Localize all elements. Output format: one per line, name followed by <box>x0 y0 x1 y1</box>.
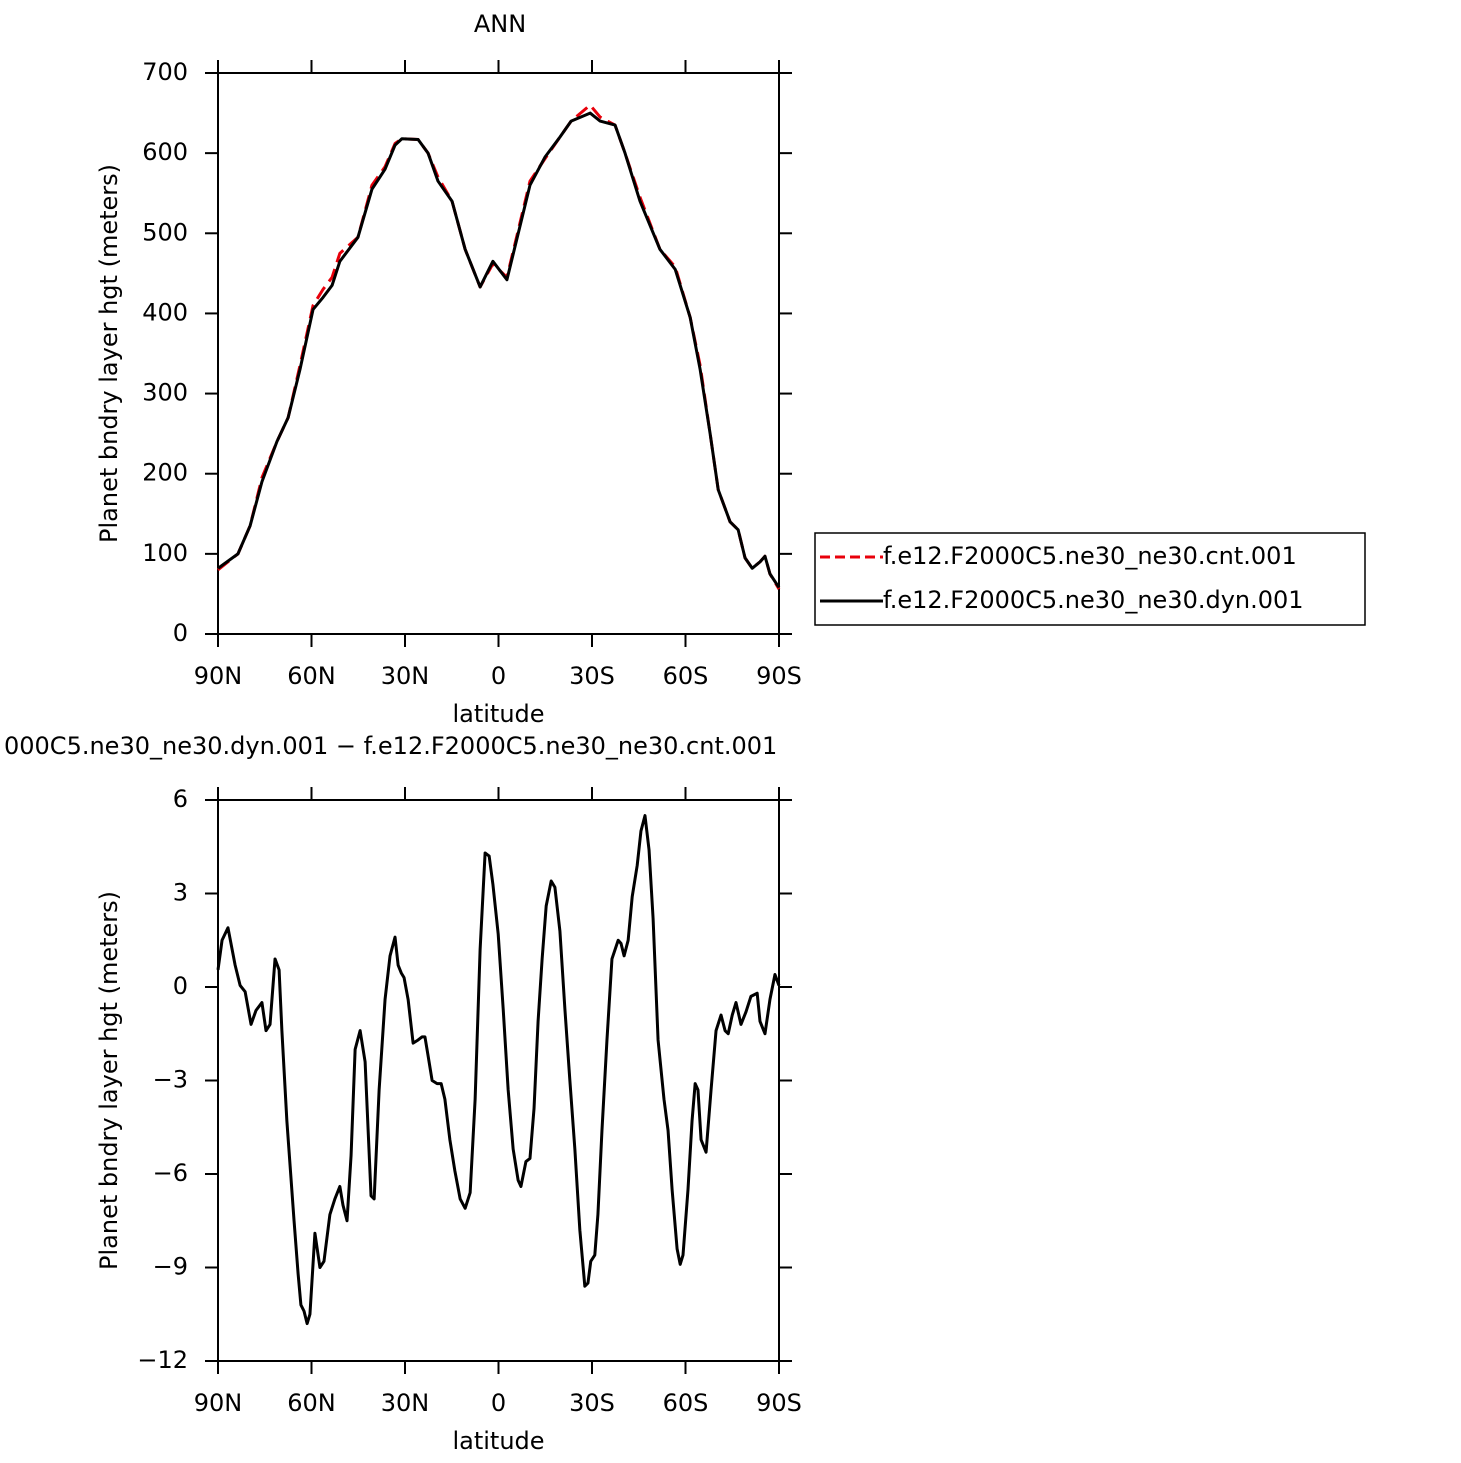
x-tick-label: 60S <box>663 1389 709 1417</box>
y-tick-label: 0 <box>173 619 188 647</box>
x-tick-label: 30S <box>569 1389 615 1417</box>
y-tick-label: 400 <box>142 298 188 326</box>
y-axis-label: Planet bndry layer hgt (meters) <box>95 891 123 1270</box>
legend-box <box>814 532 1366 626</box>
y-tick-label: 300 <box>142 379 188 407</box>
x-tick-label: 90N <box>194 1389 243 1417</box>
y-tick-label: −6 <box>153 1159 188 1187</box>
y-tick-label: 500 <box>142 218 188 246</box>
legend-label: f.e12.F2000C5.ne30_ne30.dyn.001 <box>883 586 1304 614</box>
y-tick-label: 3 <box>173 879 188 907</box>
x-tick-label: 0 <box>491 1389 506 1417</box>
x-tick-label: 60N <box>287 662 336 690</box>
x-tick-label: 90S <box>756 662 802 690</box>
y-tick-label: −9 <box>153 1253 188 1281</box>
x-tick-label: 90N <box>194 662 243 690</box>
x-tick-label: 30S <box>569 662 615 690</box>
x-axis-label: latitude <box>452 700 544 728</box>
x-tick-label: 60N <box>287 1389 336 1417</box>
data-line <box>217 111 781 589</box>
y-tick-label: 0 <box>173 972 188 1000</box>
x-axis-label: latitude <box>452 1427 544 1455</box>
legend-label: f.e12.F2000C5.ne30_ne30.cnt.001 <box>883 542 1297 570</box>
x-tick-label: 90S <box>756 1389 802 1417</box>
chart-title: ANN <box>474 10 526 38</box>
y-tick-label: 200 <box>142 459 188 487</box>
y-tick-label: 600 <box>142 138 188 166</box>
data-line <box>216 814 781 1326</box>
y-tick-label: 700 <box>142 58 188 86</box>
y-tick-label: 100 <box>142 539 188 567</box>
x-tick-label: 0 <box>491 662 506 690</box>
x-tick-label: 30N <box>381 662 430 690</box>
plot-frame <box>217 799 780 1362</box>
y-tick-label: 6 <box>173 785 188 813</box>
chart-title: 000C5.ne30_ne30.dyn.001 − f.e12.F2000C5.… <box>4 732 777 760</box>
y-tick-label: −12 <box>137 1346 188 1374</box>
y-tick-label: −3 <box>153 1066 188 1094</box>
x-tick-label: 60S <box>663 662 709 690</box>
x-tick-label: 30N <box>381 1389 430 1417</box>
y-axis-label: Planet bndry layer hgt (meters) <box>95 164 123 543</box>
